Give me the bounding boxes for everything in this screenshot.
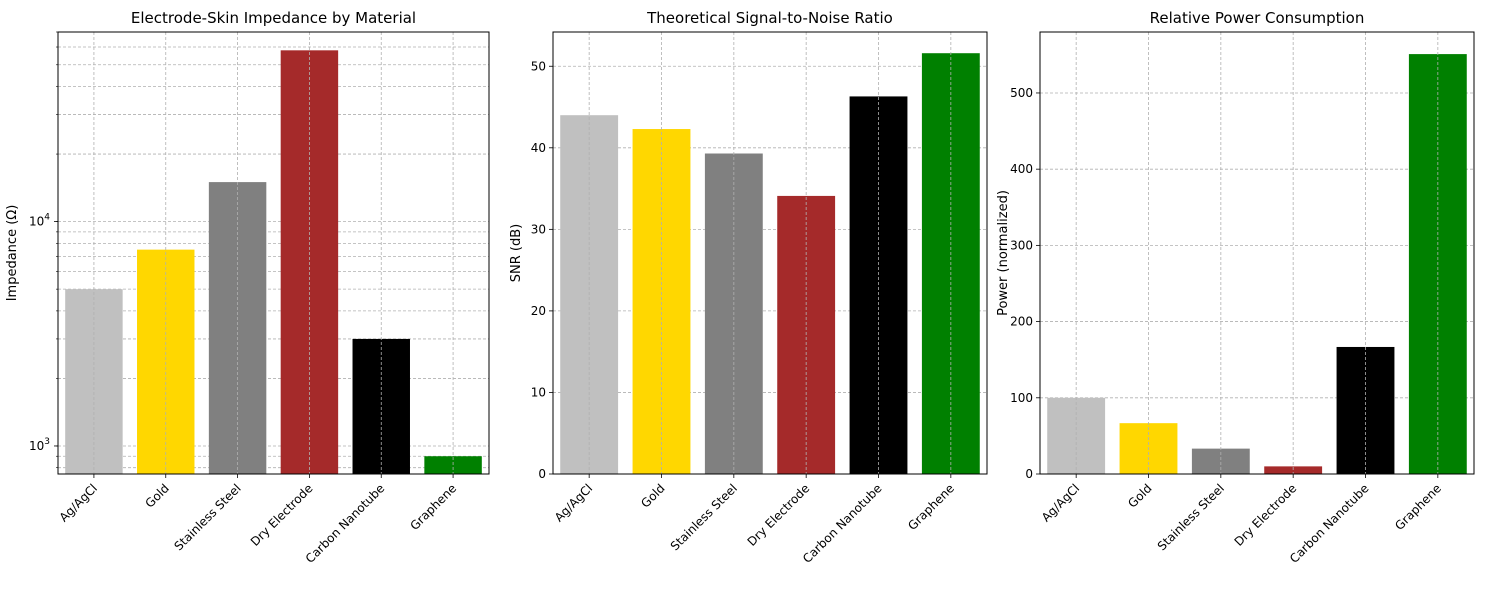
y-tick-label: 0	[538, 467, 546, 481]
x-tick-label: Graphene	[1392, 481, 1444, 533]
y-tick-label: 10	[531, 385, 546, 399]
bar-graphene	[424, 456, 482, 474]
chart-panel-3: 0 100 200 300 400 500 Ag/AgCl Gold Stainless Ste…	[996, 9, 1475, 566]
y-tick-label: 200	[1010, 315, 1033, 329]
y-tick-label: 20	[531, 304, 546, 318]
x-tick-label: Stainless Steel	[172, 481, 244, 553]
x-tick-label: Dry Electrode	[745, 481, 813, 549]
plot-frame	[1039, 31, 1475, 475]
x-tick-label: Ag/AgCl	[552, 481, 595, 524]
chart-panel-2: 0 10 20 30 40 50 Ag/AgCl Gold Stainless Steel Dry…	[509, 9, 988, 566]
x-tick-label: Carbon Nanotube	[1287, 481, 1372, 566]
y-tick-label: 50	[531, 59, 546, 73]
y-axis-label: Power (normalized)	[996, 190, 1011, 316]
plot-frame	[57, 31, 490, 475]
x-tick-label: Carbon Nanotube	[800, 481, 885, 566]
y-tick-label: 400	[1010, 162, 1033, 176]
chart-panel-1: 103 104 Ag/AgCl Gold Stainless Steel Dry Elec…	[5, 9, 490, 566]
bar-carbon-nanotube	[352, 338, 410, 474]
x-tick-label: Graphene	[905, 481, 957, 533]
y-tick-label: 500	[1010, 86, 1033, 100]
x-tick-label: Ag/AgCl	[57, 481, 100, 524]
y-tick-label: 0	[1025, 467, 1033, 481]
y-tick-label: 100	[1010, 391, 1033, 405]
x-tick-label: Gold	[142, 481, 171, 510]
x-tick-label: Stainless Steel	[668, 481, 740, 553]
y-axis-label: Impedance (Ω)	[5, 205, 20, 302]
x-tick-label: Carbon Nanotube	[303, 481, 388, 566]
x-tick-label: Dry Electrode	[248, 481, 316, 549]
chart-title: Relative Power Consumption	[1150, 9, 1365, 27]
x-tick-label: Graphene	[407, 481, 459, 533]
x-tick-label: Ag/AgCl	[1039, 481, 1082, 524]
bar-ag-agcl	[1047, 397, 1106, 474]
x-tick-label: Dry Electrode	[1232, 481, 1300, 549]
x-tick-label: Gold	[638, 481, 667, 510]
bar-gold	[632, 129, 691, 474]
y-tick-label: 103	[29, 437, 50, 453]
chart-title: Theoretical Signal-to-Noise Ratio	[646, 9, 893, 27]
y-tick-label: 104	[29, 213, 50, 229]
y-tick-label: 300	[1010, 238, 1033, 252]
chart-title: Electrode-Skin Impedance by Material	[131, 9, 416, 27]
y-tick-label: 30	[531, 222, 546, 236]
x-tick-label: Gold	[1125, 481, 1154, 510]
x-tick-label: Stainless Steel	[1155, 481, 1227, 553]
y-tick-label: 40	[531, 141, 546, 155]
y-axis-label: SNR (dB)	[509, 224, 524, 282]
bar-dry-electrode	[1264, 466, 1323, 474]
bar-ag-agcl	[65, 289, 123, 474]
plot-frame	[552, 31, 988, 475]
